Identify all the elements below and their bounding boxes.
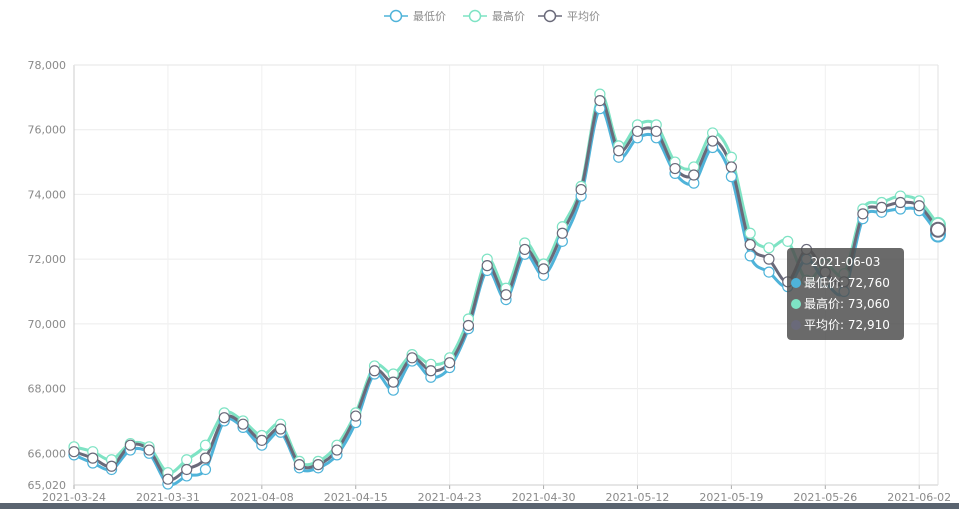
tooltip-low-label: 最低价 (804, 276, 841, 290)
data-point-high[interactable] (763, 242, 775, 254)
tooltip-row-high: 最高价: 73,060 (787, 294, 904, 315)
data-point-avg[interactable] (876, 201, 888, 213)
tooltip-low-dot (791, 278, 801, 288)
y-tick-label: 65,020 (28, 479, 67, 492)
data-point-high[interactable] (181, 454, 193, 466)
chart-axes: 65,020 66,000 68,000 70,000 72,000 74,000 76,0… (28, 59, 952, 504)
legend-symbol (543, 9, 557, 23)
legend-symbol (468, 9, 482, 23)
data-point-avg[interactable] (275, 423, 287, 435)
data-point-avg[interactable] (143, 444, 155, 456)
x-tick-label: 2021-05-19 (699, 491, 763, 504)
x-tick-label: 2021-06-02 (887, 491, 951, 504)
data-point-avg[interactable] (105, 460, 118, 472)
data-point-high[interactable] (199, 439, 212, 451)
data-point-avg[interactable] (688, 169, 700, 181)
x-tick-label: 2021-03-31 (136, 491, 200, 504)
data-point-avg[interactable] (725, 161, 737, 173)
data-point-low[interactable] (725, 171, 737, 183)
tooltip-row-avg: 平均价: 72,910 (787, 315, 904, 336)
data-point-high[interactable] (744, 227, 756, 239)
data-point-avg[interactable] (368, 365, 381, 377)
data-point-avg[interactable] (124, 439, 136, 451)
data-point-avg[interactable] (68, 446, 80, 458)
data-point-avg[interactable] (575, 183, 587, 196)
tooltip-avg-label: 平均价 (804, 318, 841, 332)
tooltip-high-label: 最高价 (804, 297, 841, 311)
tooltip-row-low: 最低价: 72,760 (787, 273, 904, 294)
tooltip-high-value: 73,060 (847, 297, 890, 311)
legend-label: 最低价 (413, 10, 446, 23)
data-point-avg[interactable] (913, 200, 925, 212)
x-tick-label: 2021-04-08 (230, 491, 294, 504)
data-point-avg[interactable] (707, 135, 719, 147)
y-tick-label: 70,000 (28, 318, 67, 331)
data-point-avg[interactable] (444, 357, 456, 369)
data-point-avg[interactable] (857, 208, 869, 220)
tooltip-avg-dot (791, 320, 801, 330)
data-point-avg[interactable] (199, 452, 212, 464)
data-point-avg[interactable] (763, 253, 775, 265)
data-point-avg[interactable] (669, 162, 681, 175)
data-point-avg[interactable] (293, 459, 305, 471)
data-point-high[interactable] (725, 151, 737, 163)
data-point-avg[interactable] (331, 444, 343, 456)
data-point-avg[interactable] (462, 319, 475, 332)
legend-label: 平均价 (567, 10, 600, 23)
data-point-avg[interactable] (350, 410, 362, 422)
x-tick-label: 2021-04-23 (418, 491, 482, 504)
data-point-avg[interactable] (744, 238, 756, 251)
data-point-avg[interactable] (181, 463, 193, 476)
tooltip-avg-value: 72,910 (847, 318, 890, 332)
legend-item-low[interactable]: 最低价 (384, 9, 446, 23)
tooltip-high-dot (791, 299, 801, 309)
data-point-avg[interactable] (631, 125, 644, 137)
data-point-avg[interactable] (162, 473, 174, 485)
data-point-avg[interactable] (406, 352, 418, 364)
data-point-low[interactable] (763, 266, 775, 278)
chart-tooltip: 2021-06-03 最低价: 72,760 最高价: 73,060 平均价: … (787, 248, 904, 340)
data-point-low[interactable] (744, 250, 756, 262)
y-tick-label: 72,000 (28, 253, 67, 266)
legend-item-avg[interactable]: 平均价 (538, 9, 600, 23)
y-tick-label: 74,000 (28, 188, 67, 201)
x-tick-label: 2021-05-12 (606, 491, 670, 504)
data-point-avg[interactable] (650, 125, 662, 137)
tooltip-low-value: 72,760 (847, 276, 890, 290)
data-point-avg[interactable] (894, 196, 907, 209)
data-point-avg[interactable] (218, 412, 230, 424)
data-point-avg[interactable] (556, 227, 568, 239)
x-tick-label: 2021-04-15 (324, 491, 388, 504)
chart-legend[interactable]: 最低价 最高价 平均价 (384, 9, 600, 23)
data-point-avg[interactable] (481, 260, 493, 272)
legend-symbol (389, 9, 403, 23)
data-point-avg[interactable] (519, 243, 531, 256)
x-tick-label: 2021-05-26 (793, 491, 857, 504)
x-tick-label: 2021-04-30 (512, 491, 576, 504)
data-point-avg[interactable] (537, 263, 550, 275)
data-point-avg[interactable] (87, 452, 99, 464)
window-bottom-edge (0, 503, 959, 509)
y-tick-label: 76,000 (28, 124, 67, 137)
y-tick-label: 78,000 (28, 59, 67, 72)
y-tick-label: 68,000 (28, 383, 67, 396)
x-tick-label: 2021-03-24 (42, 491, 106, 504)
legend-label: 最高价 (492, 9, 525, 23)
y-tick-label: 66,000 (28, 447, 67, 460)
series-points (68, 88, 946, 490)
data-point-avg[interactable] (930, 221, 946, 238)
legend-item-high[interactable]: 最高价 (463, 9, 525, 23)
data-point-avg[interactable] (613, 145, 625, 157)
data-point-high[interactable] (782, 235, 794, 247)
data-point-avg[interactable] (256, 434, 268, 446)
data-point-avg[interactable] (594, 94, 606, 107)
data-point-avg[interactable] (312, 459, 324, 471)
data-point-avg[interactable] (387, 376, 399, 388)
tooltip-date: 2021-06-03 (810, 255, 881, 269)
data-point-low[interactable] (199, 463, 212, 476)
data-point-avg[interactable] (500, 289, 512, 301)
data-point-avg[interactable] (237, 418, 249, 430)
data-point-avg[interactable] (425, 365, 437, 377)
